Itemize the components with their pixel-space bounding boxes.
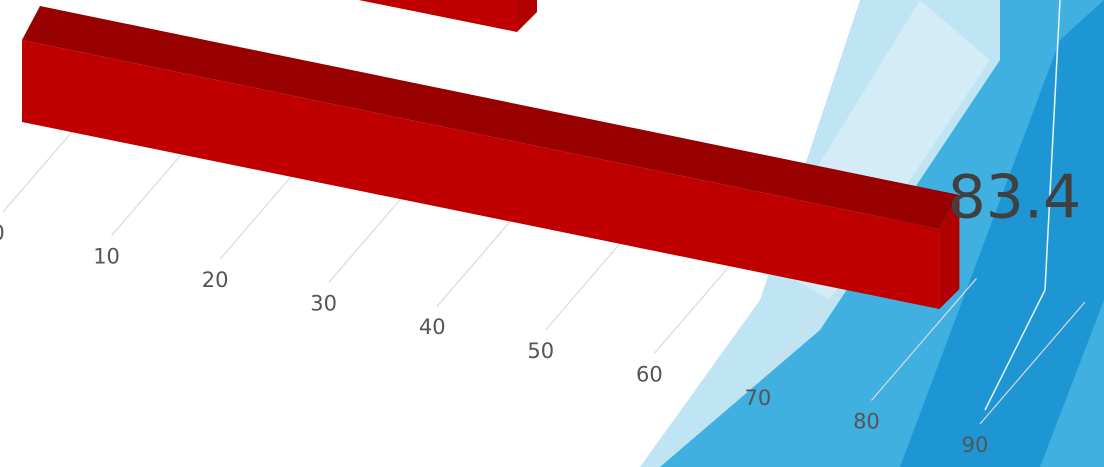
x-tick-label: 20 — [202, 268, 229, 292]
grid-line — [870, 278, 977, 401]
x-tick-label: 0 — [0, 221, 5, 245]
x-tick-label: 70 — [745, 386, 772, 410]
bar-end — [517, 0, 537, 32]
grid-line — [979, 301, 1086, 425]
x-tick-label: 10 — [93, 245, 120, 269]
bar-top — [22, 6, 960, 229]
bar-front — [358, 0, 517, 32]
data-label: 83.4 — [948, 163, 1082, 233]
labels: 0 10 20 30 40 50 60 70 80 90 83.4 — [0, 163, 1081, 457]
x-tick-label: 80 — [853, 409, 880, 433]
x-tick-label: 50 — [527, 339, 554, 363]
x-tick-label: 60 — [636, 362, 663, 386]
x-tick-label: 40 — [419, 315, 446, 339]
bar-end — [939, 194, 960, 309]
bar-front — [22, 40, 940, 309]
x-tick-label: 30 — [310, 292, 337, 316]
bars — [22, 0, 960, 309]
x-tick-label: 90 — [962, 433, 989, 457]
